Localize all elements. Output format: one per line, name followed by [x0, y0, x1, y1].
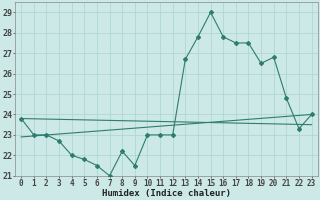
X-axis label: Humidex (Indice chaleur): Humidex (Indice chaleur): [102, 189, 231, 198]
